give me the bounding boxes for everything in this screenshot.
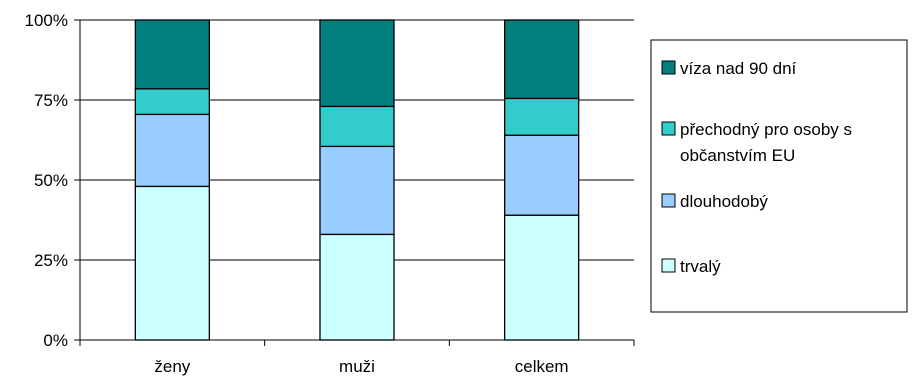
- legend-swatch: [661, 60, 676, 75]
- bar-segment: [504, 214, 580, 341]
- legend-label: dlouhodobý: [680, 192, 768, 211]
- bar-segment: [319, 105, 395, 148]
- x-category-label: celkem: [515, 357, 569, 376]
- y-tick-label: 0%: [43, 331, 68, 350]
- legend-swatch: [661, 193, 676, 208]
- bar-segment: [134, 88, 210, 116]
- bar-segment: [504, 134, 580, 216]
- bar-segment: [134, 113, 210, 188]
- legend-label: víza nad 90 dní: [680, 59, 797, 78]
- y-tick-label: 100%: [25, 11, 68, 30]
- legend-swatch: [661, 121, 676, 136]
- bar-segment: [319, 19, 395, 108]
- axes: 0% 25% 50% 75% 100% ženy muži celkem: [25, 11, 635, 376]
- bar-segment: [504, 97, 580, 136]
- bar-segment: [134, 185, 210, 341]
- bar-segment: [134, 19, 210, 90]
- bar-segment: [504, 19, 580, 100]
- y-tick-label: 25%: [34, 251, 68, 270]
- bar-segment: [319, 233, 395, 341]
- legend-label: trvalý: [680, 257, 721, 276]
- legend: trvalý dlouhodobý přechodný pro osoby s obč…: [650, 39, 908, 313]
- bar-segment: [319, 145, 395, 236]
- legend-label: přechodný pro osoby s občanstvím EU: [680, 120, 852, 165]
- x-category-label: muži: [339, 357, 375, 376]
- y-tick-label: 75%: [34, 91, 68, 110]
- x-category-label: ženy: [154, 357, 190, 376]
- legend-box: [650, 39, 908, 313]
- legend-swatch: [661, 258, 676, 273]
- y-tick-label: 50%: [34, 171, 68, 190]
- bars: [134, 19, 580, 341]
